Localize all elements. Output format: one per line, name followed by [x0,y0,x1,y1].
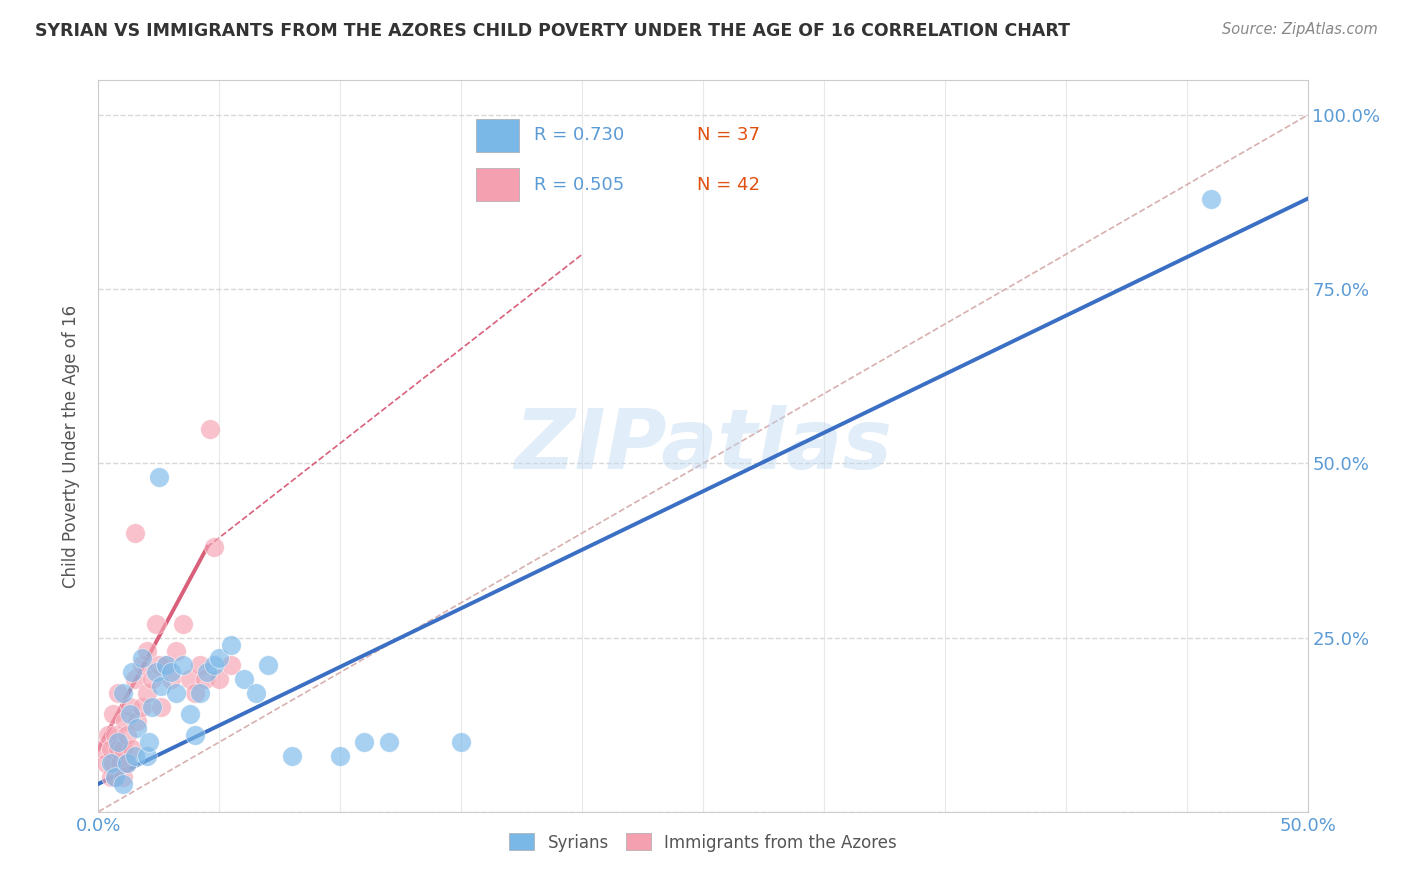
Point [111,686,134,700]
Point [124,526,146,541]
Point [1199,192,1222,206]
Point [135,686,157,700]
Point [124,673,146,687]
Point [127,721,149,735]
Point [145,616,167,631]
Point [117,728,139,742]
Point [172,658,194,673]
Point [104,728,127,742]
Point [155,658,177,673]
Point [256,658,278,673]
Point [131,651,153,665]
Point [179,673,201,687]
Legend: Syrians, Immigrants from the Azores: Syrians, Immigrants from the Azores [503,827,903,858]
Point [135,644,157,658]
Point [160,673,183,687]
Point [111,742,134,756]
Text: Source: ZipAtlas.com: Source: ZipAtlas.com [1222,22,1378,37]
Point [100,770,122,784]
Point [245,686,267,700]
Point [100,756,122,770]
Point [101,756,124,770]
Point [155,658,177,673]
Point [97,728,120,742]
Point [208,651,231,665]
Point [117,756,139,770]
Point [208,673,231,687]
Point [124,749,146,764]
Point [179,707,201,722]
Point [329,749,352,764]
Point [135,749,157,764]
Text: ZIPatlas: ZIPatlas [515,406,891,486]
Point [141,700,163,714]
Point [108,756,131,770]
Text: SYRIAN VS IMMIGRANTS FROM THE AZORES CHILD POVERTY UNDER THE AGE OF 16 CORRELATI: SYRIAN VS IMMIGRANTS FROM THE AZORES CHI… [35,22,1070,40]
Point [111,777,134,791]
Point [117,756,139,770]
Point [377,735,399,749]
Point [221,638,243,652]
Point [148,470,170,484]
Point [188,686,211,700]
Point [91,742,114,756]
Point [104,770,127,784]
Point [184,728,207,742]
Point [104,770,127,784]
Point [100,742,122,756]
Point [121,665,143,680]
Point [141,673,163,687]
Point [131,658,153,673]
Point [94,756,117,770]
Point [150,679,173,693]
Point [221,658,243,673]
Point [101,707,124,722]
Point [188,658,211,673]
Point [148,658,170,673]
Point [204,540,226,554]
Point [165,686,187,700]
Point [114,714,136,728]
Point [121,742,143,756]
Point [107,742,129,756]
Point [131,700,153,714]
Point [194,673,217,687]
Point [118,707,141,722]
Point [281,749,304,764]
Point [165,644,187,658]
Point [204,658,226,673]
Point [138,735,160,749]
Point [111,770,134,784]
Point [450,735,472,749]
Point [184,686,207,700]
Y-axis label: Child Poverty Under the Age of 16: Child Poverty Under the Age of 16 [62,304,80,588]
Point [145,665,167,680]
Point [232,673,254,687]
Point [160,665,183,680]
Point [107,686,129,700]
Point [195,665,218,680]
Point [150,700,173,714]
Point [107,735,129,749]
Point [172,616,194,631]
Point [127,714,149,728]
Point [118,700,141,714]
Point [198,421,221,435]
Point [353,735,375,749]
